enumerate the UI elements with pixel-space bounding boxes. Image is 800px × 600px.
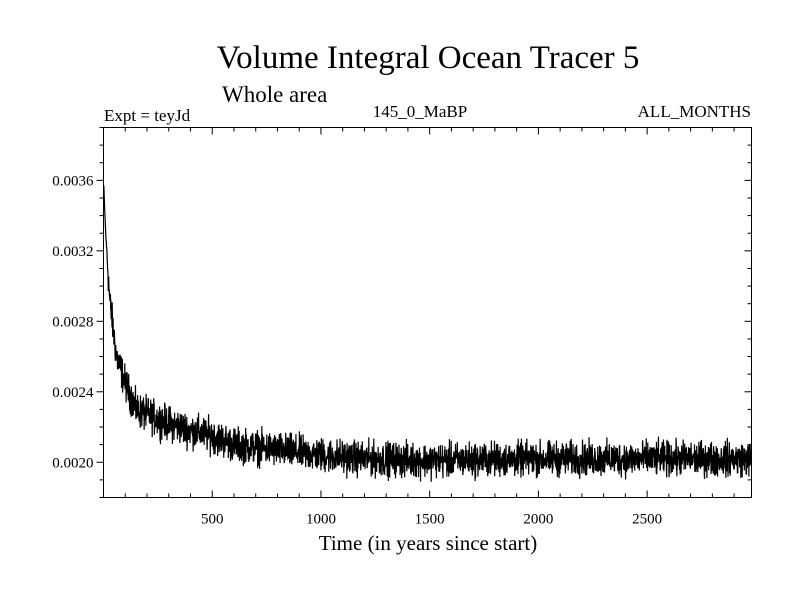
x-tick-label: 1500 (415, 512, 445, 528)
x-axis-label: Time (in years since start) (319, 531, 538, 555)
y-tick-label: 0.0036 (52, 173, 94, 189)
chart-subtitle: Whole area (222, 82, 328, 107)
series-line (103, 185, 753, 482)
y-tick-label: 0.0024 (52, 385, 94, 401)
y-tick-label: 0.0020 (52, 455, 93, 471)
y-tick-label: 0.0032 (52, 244, 93, 260)
x-tick-label: 1000 (306, 512, 336, 528)
x-tick-label: 2500 (632, 512, 662, 528)
x-tick-label: 2000 (523, 512, 553, 528)
experiment-label: Expt = teyJd (104, 106, 191, 125)
x-tick-label: 500 (201, 512, 224, 528)
months-label: ALL_MONTHS (637, 102, 751, 121)
run-label: 145_0_MaBP (372, 102, 468, 121)
chart-title: Volume Integral Ocean Tracer 5 (216, 40, 640, 76)
axes: 500 1000 1500 2000 2500 0.0020 0.0024 0.0028 0.0… (52, 127, 752, 528)
plot-frame (103, 127, 752, 498)
y-tick-label: 0.0028 (52, 314, 93, 330)
